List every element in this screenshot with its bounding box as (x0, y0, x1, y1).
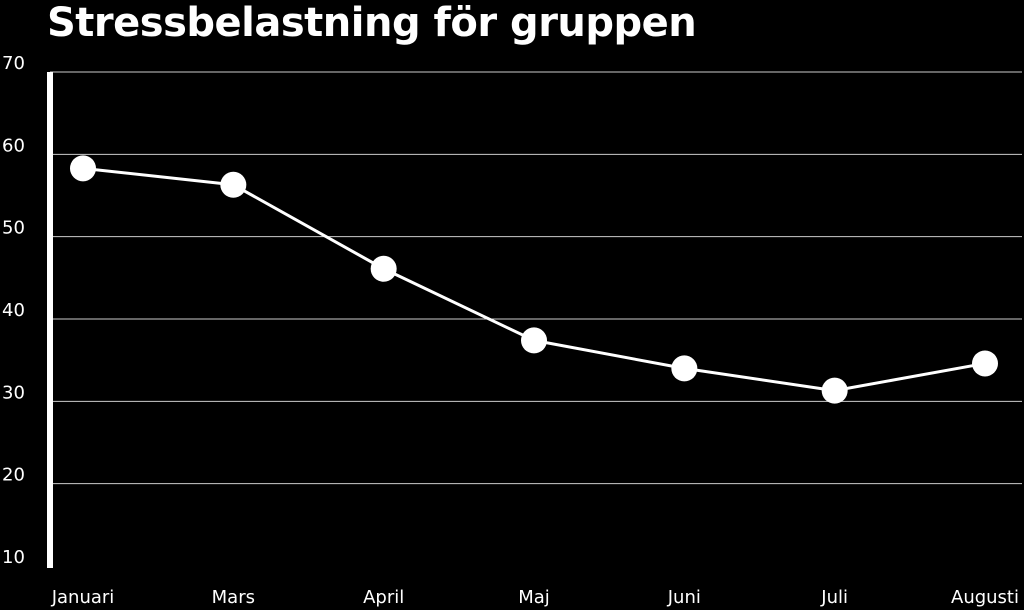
data-point-juni (671, 355, 698, 382)
data-point-mars (220, 171, 247, 198)
y-tick-label-60: 60 (2, 135, 25, 156)
y-tick-labels: 70 60 50 40 30 20 10 (2, 53, 25, 568)
data-point-augusti (972, 350, 998, 377)
y-tick-label-50: 50 (2, 218, 25, 239)
x-tick-labels: Januari Mars April Maj Juni Juli Augusti (51, 587, 1019, 608)
x-tick-label-juli: Juli (820, 587, 848, 608)
x-tick-label-april: April (363, 587, 404, 608)
x-tick-label-maj: Maj (518, 587, 550, 608)
y-tick-label-10: 10 (2, 547, 25, 568)
grid-lines (50, 71, 1022, 485)
x-tick-label-augusti: Augusti (951, 587, 1019, 608)
y-axis (47, 72, 53, 568)
series-line (82, 166, 986, 393)
y-tick-label-70: 70 (2, 53, 25, 74)
x-tick-label-januari: Januari (51, 587, 115, 608)
data-point-maj (521, 327, 547, 354)
data-points (70, 155, 998, 404)
x-tick-label-mars: Mars (212, 587, 255, 608)
data-point-januari (70, 155, 96, 182)
series-line-0 (82, 166, 986, 393)
y-axis-bar (47, 72, 53, 568)
y-tick-label-40: 40 (2, 300, 25, 321)
data-point-april (370, 255, 397, 282)
y-tick-label-20: 20 (2, 465, 25, 486)
y-tick-label-30: 30 (2, 382, 25, 403)
chart-title: Stressbelastning för gruppen (47, 0, 697, 46)
x-tick-label-juni: Juni (667, 587, 701, 608)
data-point-juli (821, 377, 848, 404)
